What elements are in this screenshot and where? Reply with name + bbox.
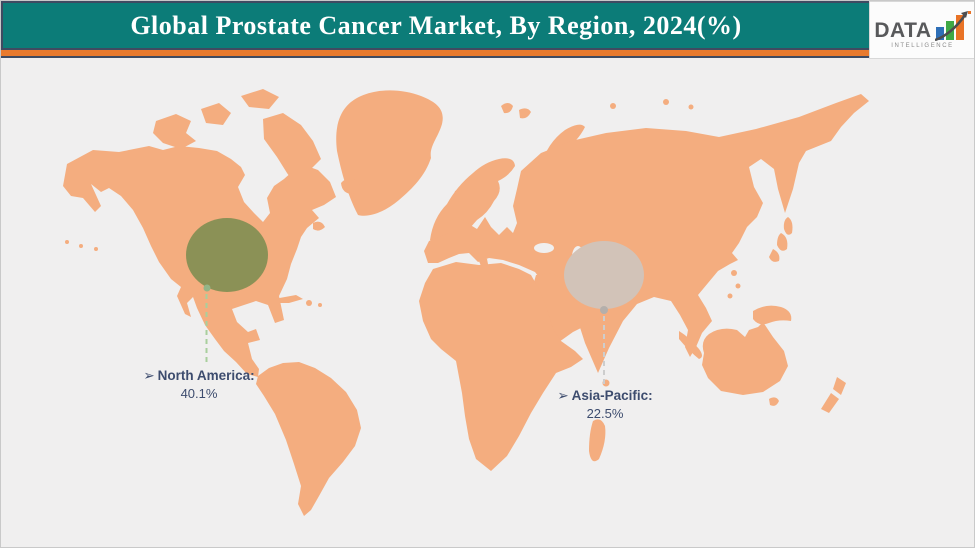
north-america-leader-dot: [203, 284, 211, 292]
sea-black: [534, 243, 554, 253]
arrow-bullet-icon: ➢: [557, 388, 569, 403]
island-new-siberian-2: [688, 104, 694, 110]
island-new-siberian-1: [663, 99, 669, 105]
island-tasmania: [769, 397, 779, 406]
logo-row: DATA: [874, 11, 971, 42]
island-baffin: [263, 113, 321, 187]
logo-subtitle: INTELLIGENCE: [891, 43, 954, 49]
asia-pacific-label: ➢ Asia-Pacific:: [520, 388, 690, 404]
island-hispaniola: [306, 300, 312, 306]
north-america-value: 40.1%: [180, 386, 218, 401]
island-newfoundland: [313, 221, 325, 231]
island-new-zealand-north: [833, 377, 846, 395]
island-greenland: [336, 90, 443, 216]
island-new-zealand-south: [821, 393, 839, 413]
accent-stripe: [1, 48, 869, 58]
continent-australia: [702, 322, 788, 395]
north-america-callout: ➢ North America: 40.1%: [114, 368, 284, 401]
island-puerto-rico: [318, 303, 322, 307]
island-philippines-2: [735, 283, 741, 289]
island-aleutian-1: [65, 240, 69, 244]
island-arctic-3: [241, 89, 279, 109]
island-iceland: [341, 178, 360, 194]
bar-chart-growth-arrow-icon: [934, 11, 971, 41]
island-philippines-3: [727, 293, 733, 299]
title-band: Global Prostate Cancer Market, By Region…: [1, 1, 869, 48]
asia-pacific-marker: [564, 241, 644, 309]
asia-pacific-value: 22.5%: [586, 406, 624, 421]
company-logo: DATA INTELLIGENCE: [869, 1, 974, 59]
north-america-label-text: North America:: [157, 368, 255, 383]
island-japan-3: [769, 249, 780, 262]
asia-pacific-leader-dot: [600, 306, 608, 314]
island-svalbard-2: [519, 108, 531, 119]
island-japan-1: [783, 217, 793, 235]
island-arctic-2: [201, 103, 231, 125]
island-arctic-1: [153, 114, 196, 149]
north-america-label: ➢ North America:: [114, 368, 284, 384]
continent-eurasia: [424, 94, 869, 373]
continent-south-america: [256, 362, 361, 516]
island-aleutian-3: [94, 247, 98, 251]
island-aleutian-2: [79, 244, 83, 248]
island-madagascar: [589, 419, 606, 462]
page-title: Global Prostate Cancer Market, By Region…: [130, 10, 742, 40]
north-america-marker: [186, 218, 268, 292]
island-severnaya: [610, 103, 616, 109]
header-band: Global Prostate Cancer Market, By Region…: [1, 1, 869, 58]
island-cuba: [274, 295, 303, 303]
asia-pacific-callout: ➢ Asia-Pacific: 22.5%: [520, 388, 690, 421]
logo-wordmark: DATA: [874, 19, 932, 42]
arrow-bullet-icon: ➢: [143, 368, 155, 383]
island-japan-2: [777, 233, 788, 251]
island-new-guinea: [753, 305, 792, 325]
island-svalbard-1: [501, 103, 513, 114]
island-philippines-1: [731, 270, 737, 276]
continent-africa: [419, 262, 583, 471]
island-sumatra: [679, 331, 702, 359]
world-map: [63, 89, 869, 516]
asia-pacific-label-text: Asia-Pacific:: [571, 388, 653, 403]
